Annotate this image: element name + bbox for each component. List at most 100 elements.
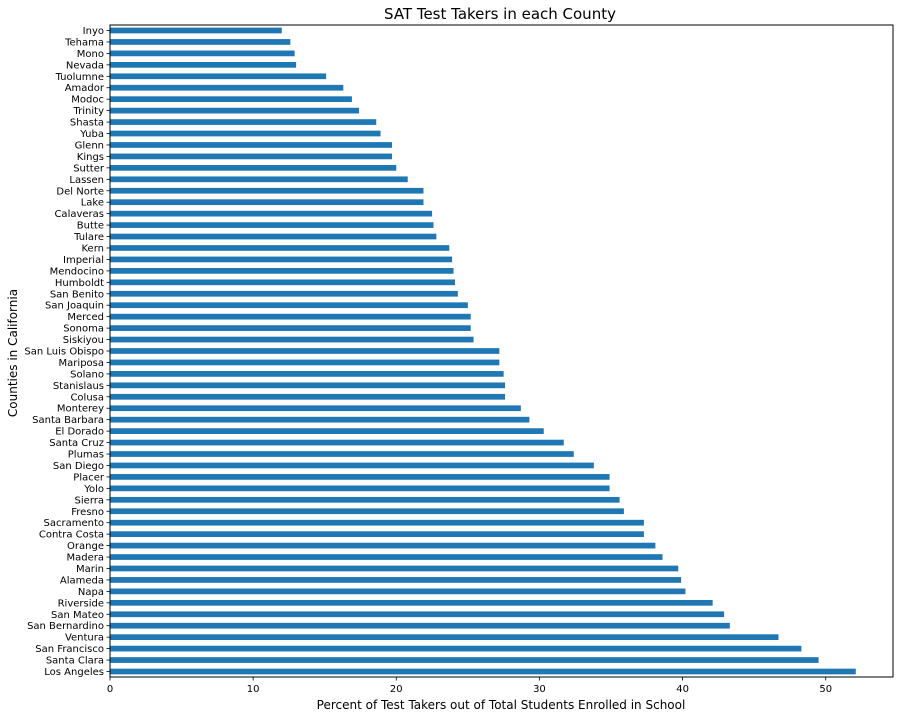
- bar-san-bernardino: [110, 622, 730, 629]
- bar-imperial: [110, 256, 453, 263]
- y-tick-label: Napa: [78, 587, 104, 598]
- bar-tehama: [110, 39, 291, 45]
- bar-lassen: [110, 176, 408, 183]
- x-ticks: 0 10 20 30 40 50: [107, 677, 832, 695]
- x-tick-label: 50: [819, 684, 832, 695]
- y-tick-label: Trinity: [73, 106, 105, 117]
- y-tick-label: San Luis Obispo: [24, 347, 104, 358]
- bar-glenn: [110, 142, 392, 148]
- y-tick-label: San Francisco: [35, 644, 104, 655]
- plot-frame: [109, 24, 894, 678]
- bar-trinity: [110, 107, 360, 114]
- bar-stanislaus: [110, 382, 506, 389]
- bar-el-dorado: [110, 428, 544, 434]
- bar-sutter: [110, 164, 397, 171]
- y-tick-label: Tulare: [73, 232, 104, 243]
- y-tick-label: Fresno: [71, 507, 104, 518]
- y-tick-label: Imperial: [63, 255, 104, 266]
- y-tick-label: Del Norte: [56, 186, 104, 197]
- bar-butte: [110, 222, 434, 228]
- y-tick-label: Inyo: [83, 26, 104, 37]
- y-tick-label: Glenn: [75, 140, 104, 151]
- y-tick-label: Madera: [67, 553, 105, 564]
- y-tick-label: San Joaquin: [45, 301, 104, 312]
- y-tick-label: San Diego: [53, 461, 104, 472]
- bar-sierra: [110, 496, 620, 503]
- y-tick-label: Mendocino: [50, 266, 104, 277]
- x-tick-label: 40: [676, 684, 689, 695]
- bar-kings: [110, 153, 392, 160]
- bar-napa: [110, 588, 686, 595]
- bar-contra-costa: [110, 531, 644, 538]
- bar-inyo: [110, 27, 282, 34]
- bar-del-norte: [110, 187, 424, 194]
- bar-calaveras: [110, 210, 433, 217]
- bar-riverside: [110, 599, 713, 606]
- y-tick-label: Orange: [67, 541, 104, 552]
- bar-modoc: [110, 96, 352, 103]
- y-tick-label: El Dorado: [55, 427, 104, 438]
- y-tick-label: Placer: [73, 472, 105, 483]
- y-tick-label: Lassen: [69, 175, 104, 186]
- y-tick-label: Sacramento: [44, 518, 104, 529]
- y-tick-label: Kern: [82, 243, 105, 254]
- y-tick-label: Tuolumne: [55, 72, 104, 83]
- bar-sonoma: [110, 325, 471, 331]
- bar-sacramento: [110, 519, 644, 526]
- x-tick-label: 20: [390, 684, 403, 695]
- y-tick-label: Los Angeles: [44, 667, 104, 678]
- bar-mono: [110, 50, 295, 57]
- y-tick-label: Santa Cruz: [49, 438, 104, 449]
- x-axis-title: Percent of Test Takers out of Total Stud…: [317, 698, 686, 712]
- y-tick-label: Butte: [77, 221, 104, 232]
- bar-kern: [110, 245, 450, 251]
- y-tick-label: Siskiyou: [63, 335, 104, 346]
- y-tick-label: Nevada: [66, 60, 104, 71]
- bar-san-luis-obispo: [110, 348, 500, 354]
- bar-yolo: [110, 485, 610, 492]
- bar-santa-clara: [110, 657, 819, 663]
- x-tick-label: 0: [107, 684, 113, 695]
- y-tick-label: Alameda: [60, 575, 104, 586]
- bar-lake: [110, 199, 424, 206]
- y-tick-label: San Benito: [50, 289, 104, 300]
- y-axis-title: Counties in California: [6, 289, 20, 417]
- y-tick-label: Stanislaus: [53, 381, 104, 392]
- bar-tulare: [110, 233, 437, 240]
- y-tick-label: Shasta: [70, 118, 104, 129]
- bar-tuolumne: [110, 73, 327, 80]
- y-tick-label: Sutter: [73, 163, 105, 174]
- bar-yuba: [110, 130, 381, 137]
- x-tick-label: 30: [533, 684, 546, 695]
- y-tick-label: Plumas: [68, 450, 104, 461]
- chart-title: SAT Test Takers in each County: [384, 5, 616, 23]
- bar-solano: [110, 371, 504, 377]
- bar-san-joaquin: [110, 302, 468, 309]
- y-tick-label: Santa Clara: [46, 656, 104, 667]
- y-tick-labels: InyoTehamaMonoNevadaTuolumneAmadorModocT…: [24, 26, 110, 678]
- bar-san-mateo: [110, 611, 725, 618]
- bar-merced: [110, 313, 471, 320]
- y-tick-label: Monterey: [57, 404, 104, 415]
- y-tick-label: Yuba: [79, 129, 104, 140]
- y-tick-label: Sonoma: [63, 324, 104, 335]
- bar-ventura: [110, 634, 779, 641]
- y-tick-label: Ventura: [65, 633, 104, 644]
- bar-alameda: [110, 577, 682, 583]
- bar-nevada: [110, 61, 297, 68]
- bar-santa-cruz: [110, 439, 564, 446]
- y-tick-label: Modoc: [71, 95, 104, 106]
- bar-shasta: [110, 119, 377, 125]
- y-tick-label: Marin: [76, 564, 104, 575]
- bar-san-francisco: [110, 645, 802, 652]
- y-tick-label: Mariposa: [59, 358, 104, 369]
- y-tick-label: San Bernardino: [27, 621, 104, 632]
- bar-los-angeles: [110, 668, 856, 675]
- bar-madera: [110, 554, 663, 560]
- bar-monterey: [110, 405, 521, 412]
- bar-colusa: [110, 393, 506, 400]
- bar-siskiyou: [110, 336, 474, 343]
- x-tick-label: 10: [247, 684, 260, 695]
- y-tick-label: Santa Barbara: [32, 415, 104, 426]
- bars-group: [110, 27, 856, 675]
